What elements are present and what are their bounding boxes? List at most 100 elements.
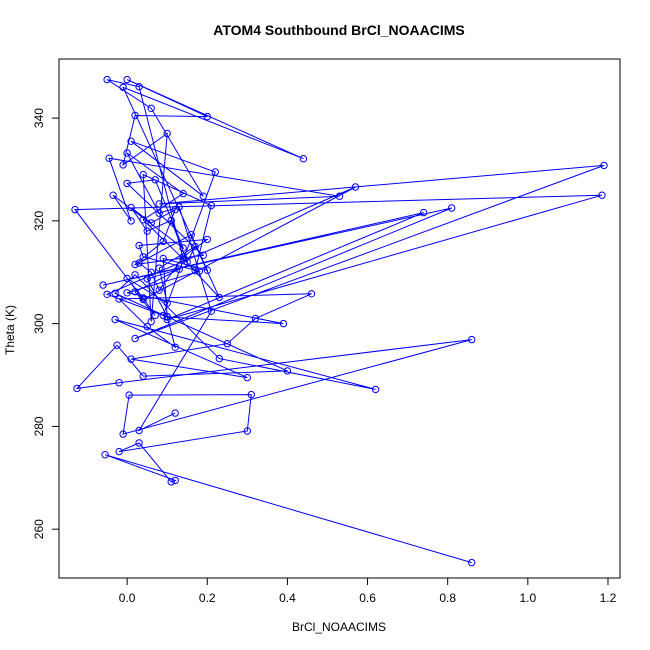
data-point (283, 367, 292, 375)
data-point (299, 155, 308, 163)
data-point (131, 288, 139, 296)
data-point (135, 259, 143, 267)
chart-title: ATOM4 Southbound BrCl_NOAACIMS (213, 22, 464, 38)
data-point (135, 83, 143, 91)
data-point (191, 242, 199, 251)
x-axis-label: BrCl_NOAACIMS (292, 620, 386, 634)
data-point (207, 307, 216, 315)
data-point (99, 281, 107, 289)
data-point (127, 203, 135, 212)
data-point (139, 295, 147, 304)
data-point (307, 290, 316, 298)
data-point (171, 343, 179, 351)
data-point (131, 271, 139, 279)
data-point (203, 266, 212, 274)
data-point (115, 295, 123, 303)
data-point (135, 426, 143, 435)
data-point (123, 289, 131, 297)
plot-frame (58, 58, 621, 579)
data-point (167, 478, 175, 486)
data-point (115, 447, 123, 456)
data-point (119, 83, 127, 92)
data-point (135, 241, 143, 250)
data-point (420, 208, 428, 217)
data-point (335, 192, 344, 200)
x-tick-label: 0.6 (359, 591, 376, 605)
y-tick-label: 280 (32, 416, 46, 436)
data-point (139, 372, 147, 380)
x-tick-label: 0.4 (279, 591, 296, 605)
data-point (143, 227, 151, 235)
data-point (131, 334, 139, 343)
data-point (175, 203, 183, 211)
data-point (223, 340, 232, 348)
data-point (147, 317, 155, 326)
data-point (598, 191, 606, 199)
data-point (119, 161, 127, 169)
data-point (159, 254, 167, 263)
data-point (179, 244, 187, 252)
data-point (215, 293, 224, 302)
data-point (163, 315, 171, 324)
data-point (155, 264, 163, 272)
data-point (195, 267, 204, 275)
plot-layer: 0.0 0.2 0.4 0.6 0.8 1.0 1.2 260 280 300 320 340 (32, 75, 617, 605)
data-point (243, 427, 252, 435)
data-point (171, 476, 179, 485)
data-point (123, 179, 131, 188)
data-point (151, 176, 159, 184)
data-point (105, 154, 113, 162)
data-point (147, 104, 155, 113)
data-point (163, 312, 171, 321)
data-point (123, 274, 131, 283)
data-point (71, 205, 79, 214)
series-line (74, 79, 605, 564)
data-point (371, 385, 380, 394)
data-point (111, 315, 119, 324)
data-point (175, 265, 183, 273)
x-tick-label: 0.0 (119, 591, 136, 605)
y-tick-label: 260 (32, 519, 46, 539)
y-tick-label: 300 (32, 313, 46, 333)
data-point (115, 379, 123, 387)
data-point (207, 201, 216, 210)
data-point (123, 149, 131, 157)
data-point (163, 129, 171, 138)
data-point (155, 286, 163, 294)
data-point (127, 137, 135, 145)
data-point (143, 323, 151, 331)
data-point (448, 204, 456, 212)
data-point (143, 275, 151, 283)
data-point (125, 391, 133, 399)
data-point (131, 111, 139, 120)
data-point (139, 253, 147, 261)
data-point (151, 311, 159, 320)
data-point (159, 237, 167, 246)
data-point (119, 430, 127, 438)
data-point (101, 451, 109, 459)
data-point (251, 314, 260, 323)
data-point (211, 168, 220, 176)
data-point (127, 355, 135, 363)
data-point (199, 251, 208, 260)
data-point (147, 219, 155, 227)
data-point (139, 170, 147, 179)
data-point (123, 75, 131, 84)
data-point (243, 373, 252, 382)
data-point (73, 384, 81, 393)
x-tick-label: 0.8 (439, 591, 456, 605)
data-point (111, 289, 119, 297)
y-axis-label: Theta (K) (3, 305, 17, 355)
data-point (468, 335, 476, 344)
data-point (103, 75, 111, 84)
data-point (600, 161, 608, 170)
data-point (167, 216, 175, 225)
data-point (179, 253, 187, 261)
data-point (103, 290, 111, 298)
data-point (113, 341, 121, 349)
x-tick-label: 1.2 (600, 591, 617, 605)
data-point (131, 260, 139, 269)
data-point (351, 183, 360, 191)
